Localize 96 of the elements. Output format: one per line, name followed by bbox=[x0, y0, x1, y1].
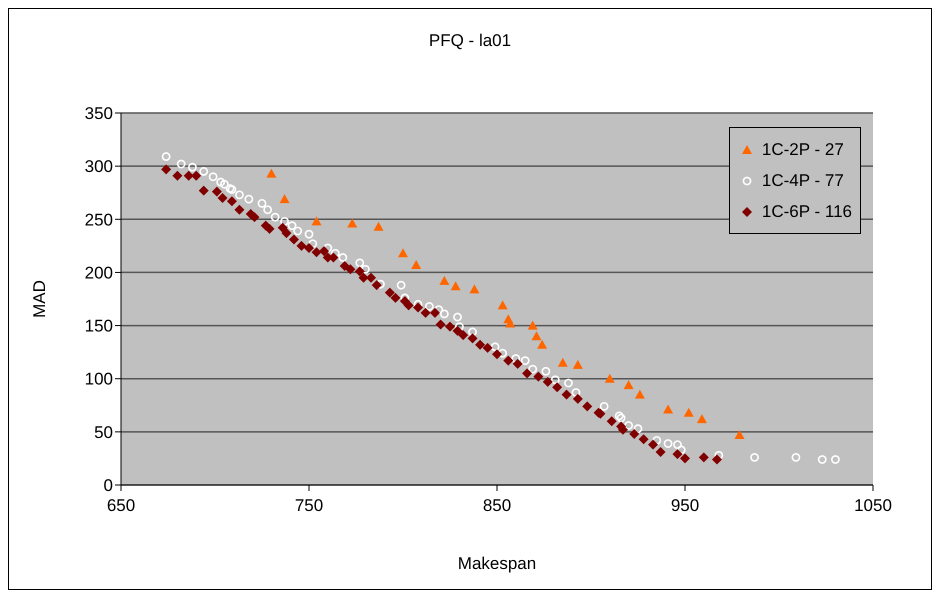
y-tick-label: 300 bbox=[84, 157, 113, 176]
point bbox=[455, 322, 464, 332]
point bbox=[330, 248, 340, 258]
x-axis-title: Makespan bbox=[458, 554, 536, 573]
point bbox=[624, 380, 634, 390]
point bbox=[188, 162, 197, 172]
point bbox=[684, 408, 694, 417]
point bbox=[624, 421, 633, 430]
point bbox=[216, 178, 226, 186]
point bbox=[663, 404, 674, 414]
point bbox=[263, 205, 272, 214]
point bbox=[528, 364, 538, 374]
y-axis-title: MAD bbox=[30, 280, 50, 318]
point bbox=[266, 168, 276, 178]
point bbox=[208, 172, 218, 182]
point bbox=[258, 198, 266, 208]
point bbox=[558, 358, 568, 367]
legend-label: 1C-6P - 116 bbox=[762, 202, 852, 222]
point bbox=[176, 160, 186, 168]
point bbox=[511, 354, 520, 363]
point bbox=[450, 281, 461, 290]
x-tick-label: 950 bbox=[670, 496, 700, 516]
point bbox=[614, 412, 624, 420]
x-tick-label: 650 bbox=[106, 496, 136, 516]
point bbox=[453, 312, 462, 322]
point bbox=[226, 184, 234, 193]
point bbox=[550, 375, 560, 384]
point bbox=[304, 230, 314, 239]
point bbox=[424, 302, 434, 311]
point bbox=[338, 253, 348, 262]
point bbox=[734, 430, 745, 440]
point bbox=[564, 378, 573, 388]
point bbox=[469, 284, 480, 294]
point bbox=[652, 436, 662, 445]
point bbox=[750, 452, 759, 462]
y-tick-label: 250 bbox=[84, 210, 113, 230]
x-tick-label: 1050 bbox=[854, 496, 892, 516]
point bbox=[831, 455, 840, 464]
y-tick-label: 200 bbox=[84, 263, 113, 282]
y-tick-label: 150 bbox=[84, 316, 113, 336]
point bbox=[270, 212, 280, 222]
point bbox=[323, 244, 332, 252]
x-tick-label: 850 bbox=[482, 496, 512, 516]
point bbox=[792, 452, 800, 462]
point bbox=[398, 248, 408, 258]
point bbox=[288, 221, 296, 230]
point bbox=[537, 340, 548, 349]
point bbox=[280, 194, 290, 204]
point bbox=[293, 226, 302, 236]
point bbox=[498, 300, 508, 310]
chart-title: PFQ - la01 bbox=[428, 31, 512, 51]
point bbox=[572, 360, 583, 369]
point bbox=[714, 450, 724, 460]
point bbox=[440, 309, 449, 318]
point bbox=[374, 222, 384, 231]
point bbox=[228, 185, 236, 194]
point bbox=[361, 264, 370, 274]
legend-label: 1C-4P - 77 bbox=[762, 170, 844, 190]
legend-label: 1C-2P - 27 bbox=[762, 140, 844, 160]
point bbox=[498, 348, 508, 358]
point bbox=[308, 239, 318, 248]
point bbox=[673, 440, 682, 450]
point bbox=[244, 194, 254, 204]
point bbox=[572, 388, 580, 397]
point bbox=[531, 331, 542, 340]
point bbox=[634, 424, 642, 434]
point bbox=[235, 190, 244, 200]
y-tick-label: 0 bbox=[104, 476, 113, 496]
point bbox=[434, 305, 444, 314]
point bbox=[676, 446, 686, 454]
point bbox=[664, 439, 672, 448]
point bbox=[280, 217, 289, 226]
point bbox=[468, 328, 477, 336]
point bbox=[616, 414, 626, 422]
point bbox=[347, 218, 358, 228]
y-tick-label: 50 bbox=[94, 422, 113, 442]
point bbox=[818, 455, 827, 464]
point bbox=[541, 366, 550, 376]
point bbox=[162, 152, 171, 161]
point bbox=[490, 342, 500, 352]
point bbox=[220, 180, 229, 189]
point bbox=[604, 374, 615, 383]
point bbox=[634, 390, 645, 399]
point bbox=[600, 402, 609, 411]
point bbox=[411, 260, 422, 269]
point bbox=[396, 280, 406, 290]
point bbox=[528, 320, 538, 330]
y-tick-label: 100 bbox=[84, 370, 113, 389]
x-tick-label: 750 bbox=[294, 496, 324, 516]
point bbox=[199, 167, 208, 176]
point bbox=[439, 276, 450, 285]
point bbox=[520, 356, 530, 366]
point bbox=[696, 414, 707, 424]
y-tick-label: 350 bbox=[84, 104, 113, 124]
point bbox=[312, 216, 322, 226]
point bbox=[355, 258, 364, 268]
